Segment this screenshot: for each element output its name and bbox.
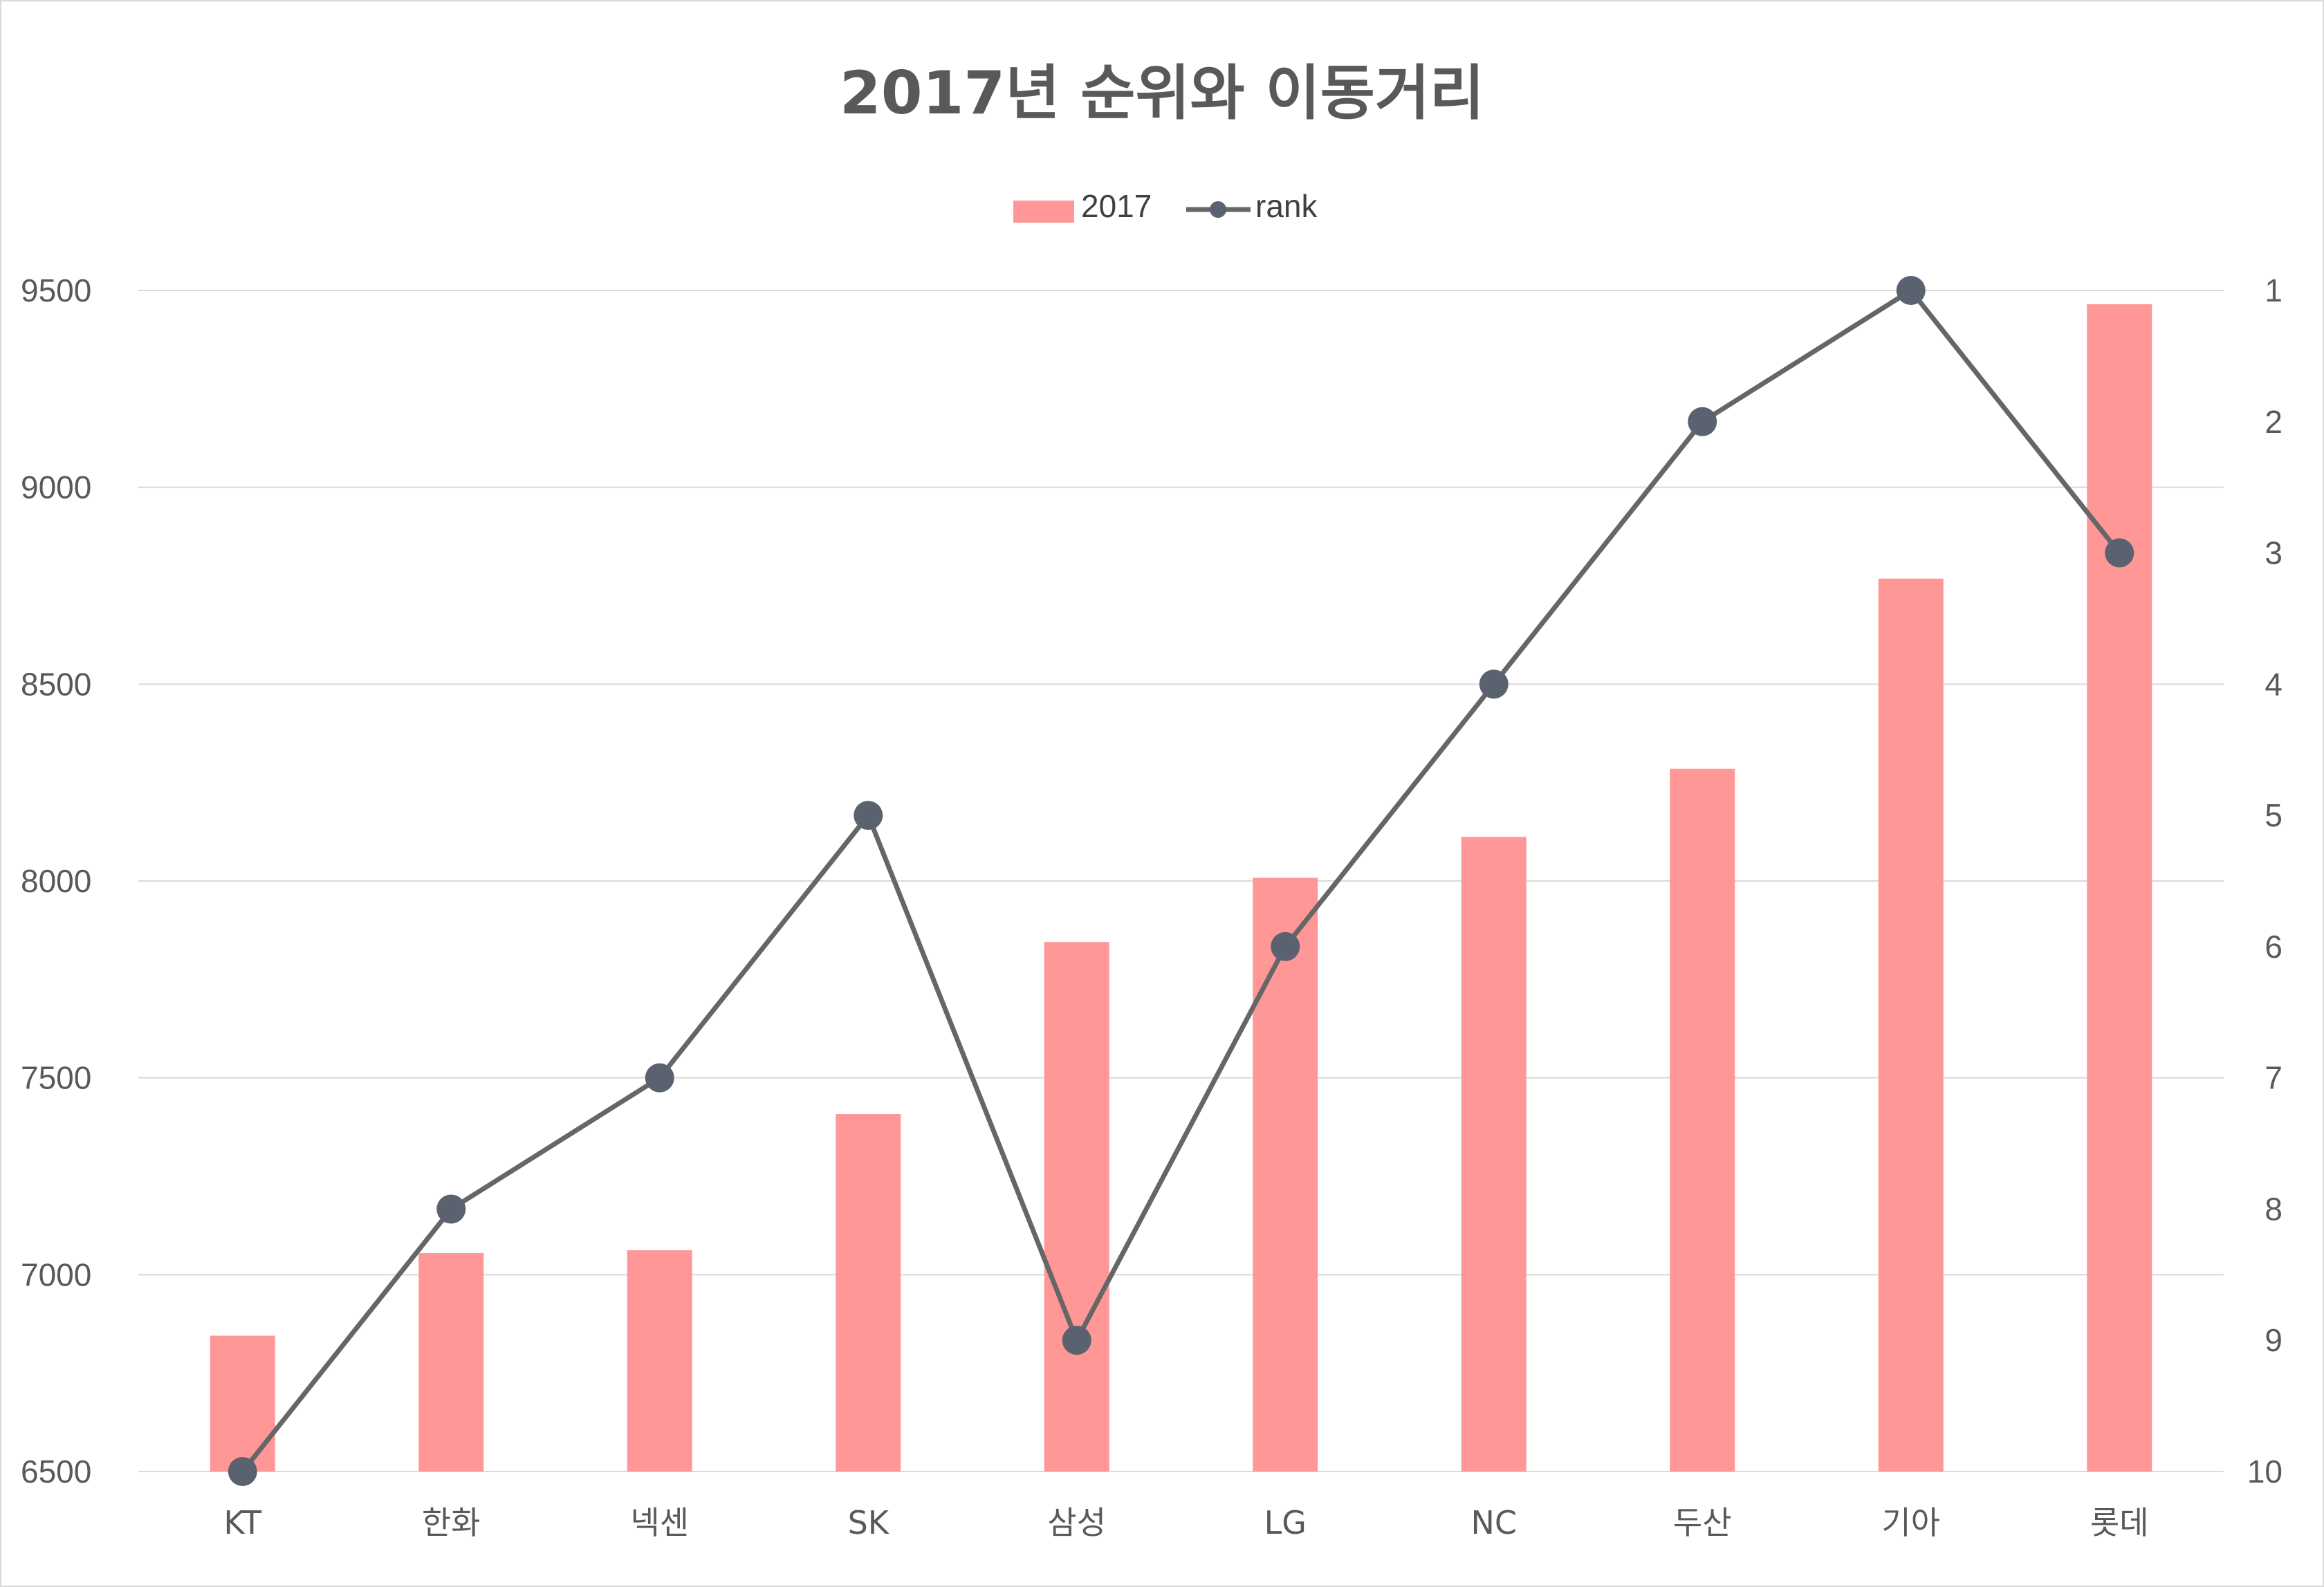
rank-point — [2105, 538, 2134, 568]
y-left-tick-label: 9500 — [21, 272, 91, 308]
legend: 2017 rank — [1013, 188, 1318, 224]
bar — [1253, 878, 1318, 1472]
x-tick-label: KT — [223, 1504, 262, 1541]
bar — [1044, 942, 1109, 1472]
y-right-tick-label: 1 — [2265, 272, 2282, 308]
rank-point — [436, 1194, 466, 1224]
bar-series — [210, 304, 2152, 1472]
y-left-tick-label: 8000 — [21, 863, 91, 899]
y-right-tick-label: 10 — [2247, 1454, 2282, 1489]
x-tick-label: SK — [848, 1504, 890, 1541]
rank-point — [645, 1063, 674, 1093]
rank-point — [1062, 1326, 1091, 1355]
x-tick-label: 두산 — [1673, 1504, 1732, 1541]
y-left-tick-label: 7000 — [21, 1256, 91, 1292]
bar — [1670, 768, 1735, 1472]
line-series — [228, 276, 2134, 1486]
y-right-tick-label: 7 — [2265, 1060, 2282, 1096]
x-tick-label: 삼성 — [1047, 1504, 1106, 1541]
x-tick-label: 한화 — [422, 1504, 481, 1541]
y-left-tick-label: 8500 — [21, 666, 91, 702]
y-right-tick-label: 4 — [2265, 666, 2282, 702]
y-left-tick-label: 7500 — [21, 1060, 91, 1096]
bar — [836, 1114, 901, 1472]
rank-point — [1479, 669, 1509, 699]
legend-label: 2017 — [1081, 188, 1152, 224]
legend-swatch-marker — [1210, 201, 1226, 218]
gridlines — [138, 290, 2224, 1472]
bar — [418, 1253, 484, 1472]
rank-point — [1688, 407, 1717, 436]
bar — [2087, 304, 2152, 1472]
x-tick-label: 기아 — [1881, 1504, 1940, 1541]
rank-point — [1271, 931, 1300, 961]
x-axis: KT 한화 넥센 SK 삼성 LG NC 두산 기아 롯데 — [223, 1504, 2148, 1541]
rank-line — [241, 288, 2121, 1474]
rank-point — [854, 801, 883, 830]
chart-title: 2017년 순위와 이동거리 — [839, 59, 1485, 128]
x-tick-label: LG — [1264, 1504, 1307, 1541]
y-right-tick-label: 3 — [2265, 535, 2282, 571]
legend-label: rank — [1255, 188, 1318, 224]
x-tick-label: NC — [1470, 1504, 1517, 1541]
rank-point — [228, 1457, 257, 1486]
y-right-tick-label: 8 — [2265, 1191, 2282, 1227]
y-right-tick-label: 2 — [2265, 404, 2282, 440]
left-axis: 6500 7000 7500 8000 8500 9000 9500 — [21, 272, 91, 1489]
rank-point — [1896, 276, 1926, 305]
bar — [210, 1335, 275, 1472]
y-left-tick-label: 9000 — [21, 470, 91, 505]
y-right-tick-label: 9 — [2265, 1322, 2282, 1358]
y-right-tick-label: 6 — [2265, 929, 2282, 965]
legend-swatch-bar — [1013, 201, 1074, 223]
x-tick-label: 넥센 — [630, 1504, 689, 1541]
bar — [1878, 578, 1944, 1472]
bar — [1461, 837, 1527, 1472]
right-axis: 1 2 3 4 5 6 7 8 9 10 — [2247, 272, 2282, 1489]
y-right-tick-label: 5 — [2265, 797, 2282, 833]
x-tick-label: 롯데 — [2090, 1504, 2149, 1541]
y-left-tick-label: 6500 — [21, 1454, 91, 1489]
bar — [627, 1250, 692, 1472]
